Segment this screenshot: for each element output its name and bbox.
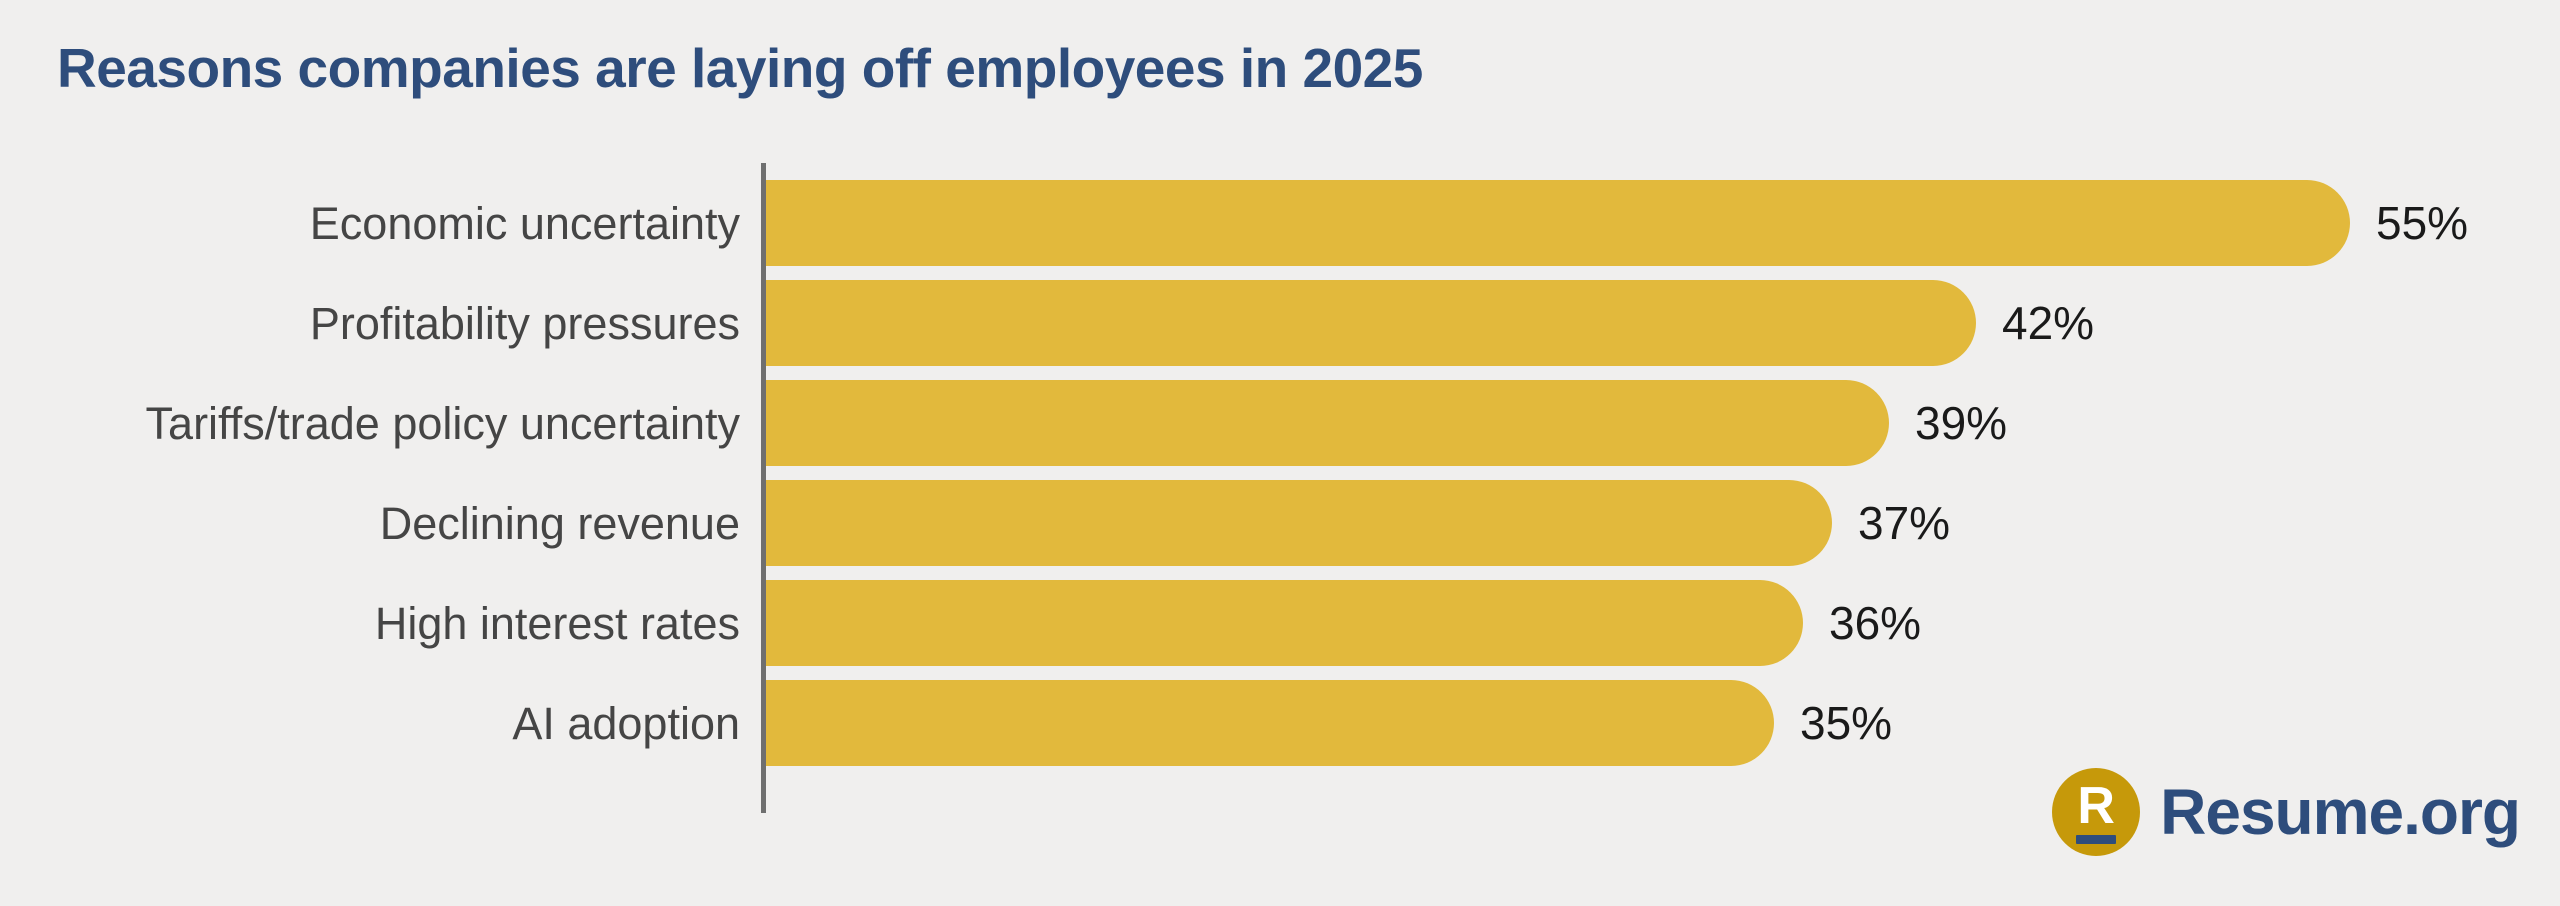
- brand-logo: R Resume.org: [2052, 768, 2521, 856]
- category-label: Economic uncertainty: [309, 197, 740, 249]
- value-label: 36%: [1829, 597, 1922, 649]
- bar-row: High interest rates 36%: [0, 573, 2560, 673]
- bar-rows: Economic uncertainty 55% Profitability p…: [0, 173, 2560, 773]
- brand-monogram-letter: R: [2077, 777, 2115, 835]
- bar: [766, 380, 1889, 466]
- brand-monogram-underline: [2076, 835, 2117, 844]
- bar: [766, 280, 1976, 366]
- bar-row: Declining revenue 37%: [0, 473, 2560, 573]
- category-label: Declining revenue: [379, 497, 740, 549]
- bar: [766, 580, 1803, 666]
- bar-row: Profitability pressures 42%: [0, 273, 2560, 373]
- brand-monogram-icon: R: [2052, 768, 2141, 856]
- bar-row: AI adoption 35%: [0, 673, 2560, 773]
- category-label: Tariffs/trade policy uncertainty: [145, 397, 740, 449]
- page-title: Reasons companies are laying off employe…: [57, 37, 1423, 99]
- category-label: Profitability pressures: [309, 297, 740, 349]
- value-label: 35%: [1800, 697, 1893, 749]
- bar: [766, 180, 2350, 266]
- value-label: 37%: [1858, 497, 1951, 549]
- bar-row: Economic uncertainty 55%: [0, 173, 2560, 273]
- bar: [766, 480, 1832, 566]
- category-label: AI adoption: [512, 697, 740, 749]
- value-label: 42%: [2002, 297, 2095, 349]
- bar-row: Tariffs/trade policy uncertainty 39%: [0, 373, 2560, 473]
- y-axis-line: [761, 163, 766, 813]
- bar-chart: Economic uncertainty 55% Profitability p…: [0, 163, 2560, 813]
- value-label: 39%: [1915, 397, 2008, 449]
- brand-wordmark: Resume.org: [2160, 776, 2521, 848]
- category-label: High interest rates: [374, 597, 740, 649]
- bar: [766, 680, 1774, 766]
- value-label: 55%: [2376, 197, 2469, 249]
